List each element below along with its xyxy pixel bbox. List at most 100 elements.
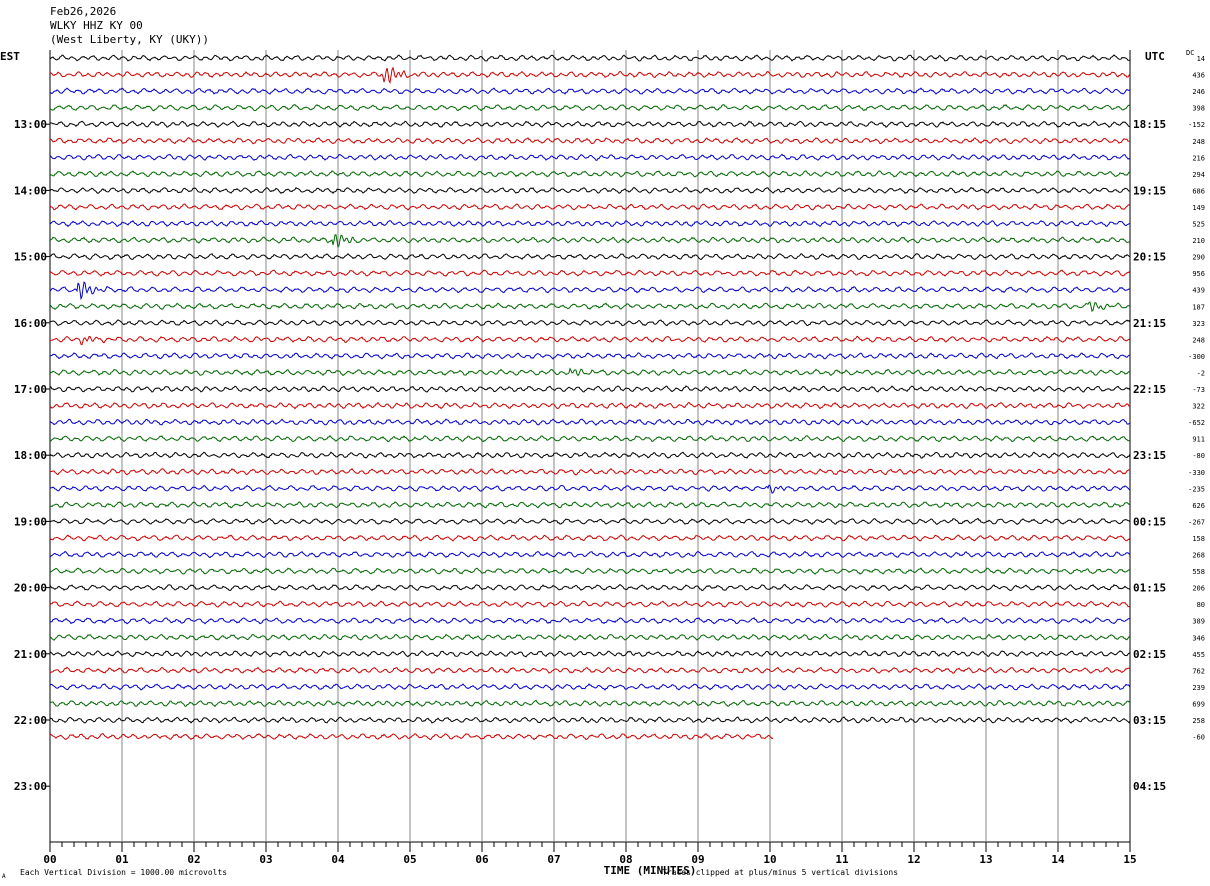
right-hour-label: 21:15	[1133, 317, 1166, 330]
left-hour-label: 18:00	[14, 449, 47, 462]
dc-offset-label: 158	[1192, 535, 1205, 543]
dc-offset-label: 258	[1192, 717, 1205, 725]
left-hour-label: 23:00	[14, 780, 47, 793]
x-tick-label: 03	[259, 853, 272, 866]
left-hour-label: 17:00	[14, 383, 47, 396]
corner-mark: A	[2, 873, 6, 880]
trace-line	[49, 352, 1131, 360]
trace-line	[49, 699, 1131, 708]
trace-line	[49, 234, 1131, 248]
right-hour-label: 03:15	[1133, 714, 1166, 727]
right-hour-label: 01:15	[1133, 582, 1166, 595]
trace-line	[49, 252, 1131, 261]
trace-line	[49, 517, 1131, 526]
x-tick-label: 06	[475, 853, 489, 866]
x-tick-label: 07	[547, 853, 560, 866]
trace-line	[49, 550, 1131, 559]
dc-offset-label: 346	[1192, 634, 1205, 642]
trace-line	[49, 583, 1131, 592]
trace-line	[49, 567, 1131, 575]
dc-offset-label: 80	[1197, 601, 1205, 609]
left-hour-label: 14:00	[14, 184, 47, 197]
trace-line	[49, 66, 1131, 85]
trace-line	[49, 335, 1131, 346]
trace-line	[49, 484, 1131, 494]
x-tick-label: 15	[1123, 853, 1136, 866]
trace-line	[49, 683, 1131, 691]
dc-offset-label: -267	[1188, 518, 1205, 526]
dc-offset-label: 455	[1192, 651, 1205, 659]
right-hour-label: 23:15	[1133, 449, 1166, 462]
right-timezone-label: UTC	[1145, 50, 1165, 63]
header-station: WLKY HHZ KY 00	[50, 19, 143, 32]
trace-line	[49, 633, 1131, 641]
trace-line	[49, 451, 1131, 459]
header-location: (West Liberty, KY (UKY))	[50, 33, 209, 46]
dc-offset-label: 762	[1192, 667, 1205, 675]
dc-offset-label: -300	[1188, 353, 1205, 361]
trace-line	[49, 367, 1131, 377]
x-tick-label: 12	[907, 853, 920, 866]
trace-line	[49, 418, 1131, 426]
dc-offset-label: 14	[1197, 55, 1205, 63]
left-timezone-label: EST	[0, 50, 20, 63]
x-tick-label: 00	[43, 853, 56, 866]
dc-label: DC	[1186, 49, 1195, 57]
left-hour-label: 20:00	[14, 582, 47, 595]
dc-offset-label: 248	[1192, 336, 1205, 344]
dc-offset-label: 149	[1192, 204, 1205, 212]
footer-clip-note: Traces clipped at plus/minus 5 vertical …	[662, 868, 899, 877]
trace-line	[49, 137, 1131, 145]
right-hour-label: 18:15	[1133, 118, 1166, 131]
dc-offset-label: -330	[1188, 469, 1205, 477]
x-tick-label: 09	[691, 853, 704, 866]
x-tick-label: 14	[1051, 853, 1065, 866]
dc-offset-label: 439	[1192, 287, 1205, 295]
x-axis-title: TIME (MINUTES)	[604, 864, 697, 877]
x-tick-label: 04	[331, 853, 345, 866]
dc-offset-label: -652	[1188, 419, 1205, 427]
header-date: Feb26,2026	[50, 5, 117, 18]
x-tick-label: 13	[979, 853, 992, 866]
left-hour-label: 19:00	[14, 515, 47, 528]
right-hour-label: 04:15	[1133, 780, 1166, 793]
trace-line	[49, 434, 1131, 443]
dc-offset-label: 187	[1192, 303, 1205, 311]
dc-offset-label: -2	[1197, 369, 1205, 377]
left-hour-label: 15:00	[14, 251, 47, 264]
trace-line	[49, 220, 1131, 228]
trace-line	[50, 501, 1131, 509]
trace-line	[49, 203, 1131, 211]
right-hour-label: 02:15	[1133, 648, 1166, 661]
trace-line	[49, 732, 774, 741]
trace-line	[49, 54, 1131, 62]
dc-offset-label: 558	[1192, 568, 1205, 576]
dc-offset-label: 686	[1192, 187, 1205, 195]
dc-offset-label: 911	[1192, 436, 1205, 444]
x-tick-label: 02	[187, 853, 200, 866]
trace-line	[49, 87, 1131, 95]
dc-offset-label: 956	[1192, 270, 1205, 278]
right-hour-label: 22:15	[1133, 383, 1166, 396]
trace-line	[49, 120, 1131, 128]
right-hour-label: 19:15	[1133, 184, 1166, 197]
trace-line	[49, 170, 1131, 178]
dc-offset-label: 206	[1192, 585, 1205, 593]
dc-offset-label: -73	[1192, 386, 1205, 394]
trace-line	[49, 269, 1131, 277]
trace-line	[49, 301, 1131, 312]
x-tick-label: 01	[115, 853, 129, 866]
trace-line	[49, 281, 1131, 301]
dc-offset-label: 248	[1192, 138, 1205, 146]
dc-offset-label: 699	[1192, 700, 1205, 708]
left-hour-label: 13:00	[14, 118, 47, 131]
dc-offset-label: 294	[1192, 171, 1205, 179]
trace-line	[49, 186, 1130, 195]
left-hour-label: 22:00	[14, 714, 47, 727]
dc-offset-label: 268	[1192, 552, 1205, 560]
trace-line	[49, 600, 1131, 608]
dc-offset-label: -60	[1192, 734, 1205, 742]
footer-division-note: Each Vertical Division = 1000.00 microvo…	[20, 868, 228, 877]
dc-offset-label: 290	[1192, 254, 1205, 262]
